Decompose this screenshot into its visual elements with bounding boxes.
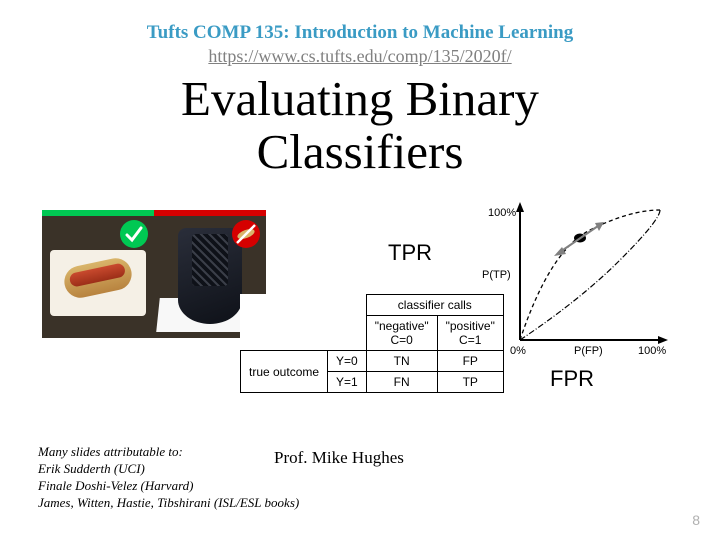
slide-header: Tufts COMP 135: Introduction to Machine … <box>0 0 720 67</box>
roc-chart: 100% P(TP) 0% P(FP) 100% <box>480 190 680 370</box>
y-axis-label: P(TP) <box>482 269 511 281</box>
checkmark-icon <box>120 220 148 248</box>
row0-label: Y=0 <box>328 351 367 372</box>
x-tick-0: 0% <box>510 345 526 357</box>
content-area: classifier calls "negative" C=0 "positiv… <box>42 210 682 410</box>
slide-footer: Many slides attributable to: Erik Sudder… <box>38 444 682 512</box>
col-neg-header: "negative" C=0 <box>366 316 437 351</box>
cell-tn: TN <box>366 351 437 372</box>
cell-fn: FN <box>366 372 437 393</box>
x-axis-label: P(FP) <box>574 345 603 357</box>
tpr-axis-label: TPR <box>388 240 432 266</box>
confusion-matrix-table: classifier calls "negative" C=0 "positiv… <box>240 294 504 393</box>
slide-title: Evaluating Binary Classifiers <box>0 73 720 179</box>
row1-label: Y=1 <box>328 372 367 393</box>
course-url-link[interactable]: https://www.cs.tufts.edu/comp/135/2020f/ <box>208 46 511 67</box>
classification-bar-negative <box>154 210 266 216</box>
row-header: true outcome <box>241 351 328 393</box>
course-title: Tufts COMP 135: Introduction to Machine … <box>0 22 720 44</box>
title-line-1: Evaluating Binary <box>181 71 539 126</box>
image-hotdog <box>42 210 154 338</box>
professor-name: Prof. Mike Hughes <box>274 448 404 468</box>
cell-tp: TP <box>437 372 503 393</box>
title-line-2: Classifiers <box>257 124 464 179</box>
page-number: 8 <box>692 512 700 528</box>
y-tick-100: 100% <box>488 207 516 219</box>
classification-bar-positive <box>42 210 154 216</box>
crossed-icon <box>232 220 260 248</box>
x-tick-100: 100% <box>638 345 666 357</box>
example-images <box>42 210 266 340</box>
